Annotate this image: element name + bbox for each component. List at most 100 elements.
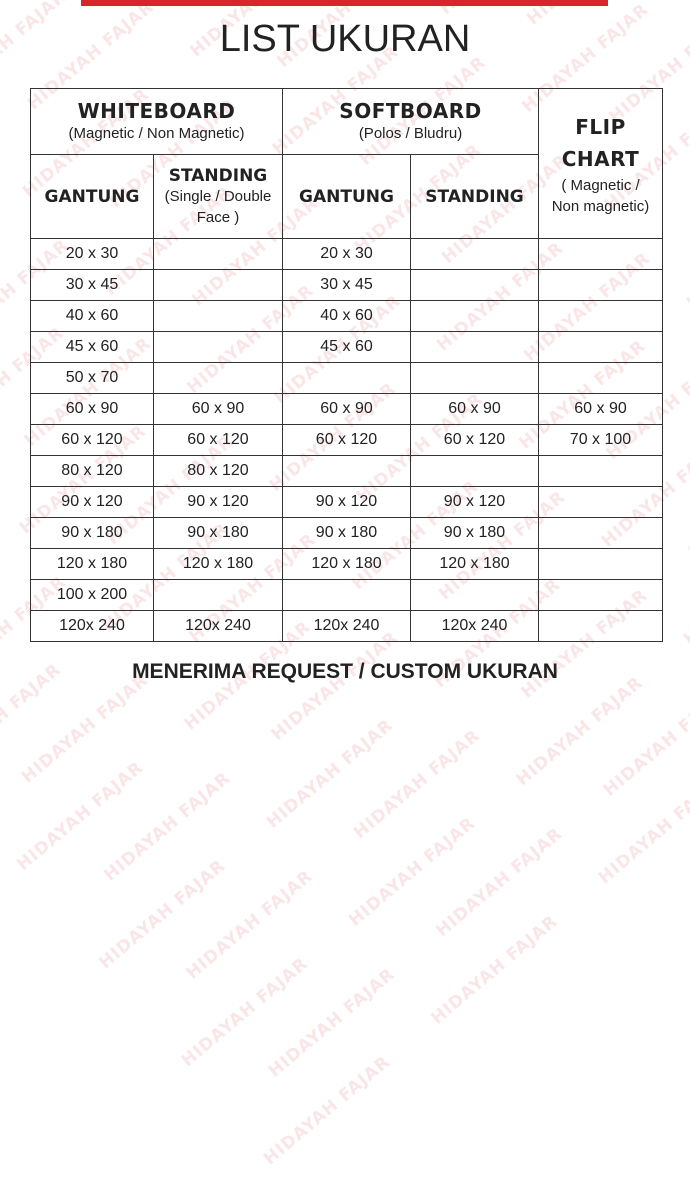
watermark-text: HIDAYAH FAJAR [413,895,576,1046]
size-cell: 60 x 90 [154,394,283,425]
size-cell [154,580,283,611]
size-cell [283,363,411,394]
watermark-text: HIDAYAH FAJAR [669,179,690,330]
watermark-text: HIDAYAH FAJAR [0,741,162,892]
size-cell [154,363,283,394]
size-cell: 90 x 180 [411,518,539,549]
size-cell [411,270,539,301]
watermark-text: HIDAYAH FAJAR [0,457,2,608]
size-cell: 60 x 90 [283,394,411,425]
watermark-text: HIDAYAH FAJAR [586,666,690,817]
table-row: 20 x 30 20 x 30 [31,239,663,270]
size-cell: 60 x 120 [31,425,154,456]
size-cell [154,332,283,363]
size-cell [539,549,663,580]
sb-standing-label: STANDING [411,187,538,207]
size-cell [154,301,283,332]
size-cell: 120x 240 [411,611,539,642]
whiteboard-header: WHITEBOARD (Magnetic / Non Magnetic) [31,89,283,155]
size-cell [539,332,663,363]
whiteboard-subtitle: (Magnetic / Non Magnetic) [31,123,282,144]
size-cell [539,580,663,611]
size-cell: 20 x 30 [283,239,411,270]
size-cell [539,456,663,487]
size-cell: 100 x 200 [31,580,154,611]
sb-gantung-label: GANTUNG [283,187,410,207]
size-cell: 60 x 120 [283,425,411,456]
size-cell [539,363,663,394]
table-row: 40 x 60 40 x 60 [31,301,663,332]
wb-standing-sub: (Single / Double Face ) [154,186,282,228]
sb-gantung-header: GANTUNG [283,155,411,239]
watermark-text: HIDAYAH FAJAR [246,1035,409,1186]
size-cell: 90 x 180 [283,518,411,549]
watermark-text: HIDAYAH FAJAR [666,516,690,667]
softboard-subtitle: (Polos / Bludru) [283,123,538,144]
size-cell: 60 x 120 [411,425,539,456]
size-cell: 30 x 45 [283,270,411,301]
footer-note: MENERIMA REQUEST / CUSTOM UKURAN [0,660,690,684]
watermark-text: HIDAYAH FAJAR [251,947,414,1098]
size-cell [411,580,539,611]
size-cell [539,301,663,332]
size-cell: 80 x 120 [31,456,154,487]
size-cell: 120 x 180 [31,549,154,580]
whiteboard-title: WHITEBOARD [31,99,282,123]
table-row: 50 x 70 [31,363,663,394]
size-cell: 60 x 120 [154,425,283,456]
softboard-header: SOFTBOARD (Polos / Bludru) [283,89,539,155]
watermark-text: HIDAYAH FAJAR [336,709,499,860]
watermark-text: HIDAYAH FAJAR [168,849,331,1000]
size-cell [539,239,663,270]
watermark-text: HIDAYAH FAJAR [671,428,690,579]
size-cell: 45 x 60 [31,332,154,363]
flipchart-title: FLIP CHART [539,111,662,175]
watermark-text: HIDAYAH FAJAR [581,754,690,905]
wb-gantung-header: GANTUNG [31,155,154,239]
size-cell [411,301,539,332]
size-cell [411,363,539,394]
size-cell: 120x 240 [31,611,154,642]
watermark-text: HIDAYAH FAJAR [249,698,412,849]
watermark-text: HIDAYAH FAJAR [674,91,690,242]
page-title: LIST UKURAN [0,18,690,61]
size-cell: 90 x 120 [411,487,539,518]
wb-gantung-label: GANTUNG [31,187,153,207]
size-cell [411,239,539,270]
size-cell: 20 x 30 [31,239,154,270]
size-cell [539,270,663,301]
size-cell [154,239,283,270]
size-cell [539,487,663,518]
size-cell [539,611,663,642]
flipchart-subtitle: ( Magnetic / Non magnetic) [539,175,662,217]
flipchart-header: FLIP CHART ( Magnetic / Non magnetic) [539,89,663,239]
size-cell: 40 x 60 [31,301,154,332]
size-cell: 90 x 180 [31,518,154,549]
size-cell: 90 x 120 [283,487,411,518]
size-cell: 60 x 90 [31,394,154,425]
size-cell: 40 x 60 [283,301,411,332]
table-row: 100 x 200 [31,580,663,611]
size-cell [154,270,283,301]
watermark-text: HIDAYAH FAJAR [164,937,327,1088]
size-cell: 90 x 120 [154,487,283,518]
size-cell: 60 x 90 [539,394,663,425]
size-cell: 120 x 180 [411,549,539,580]
watermark-text: HIDAYAH FAJAR [86,751,249,902]
top-red-bar [81,0,608,6]
sb-standing-header: STANDING [411,155,539,239]
size-cell: 80 x 120 [154,456,283,487]
size-cell [411,456,539,487]
watermark-text: HIDAYAH FAJAR [81,839,244,990]
wb-standing-label: STANDING [154,166,282,186]
size-cell: 90 x 180 [154,518,283,549]
watermark-text: HIDAYAH FAJAR [331,797,494,948]
